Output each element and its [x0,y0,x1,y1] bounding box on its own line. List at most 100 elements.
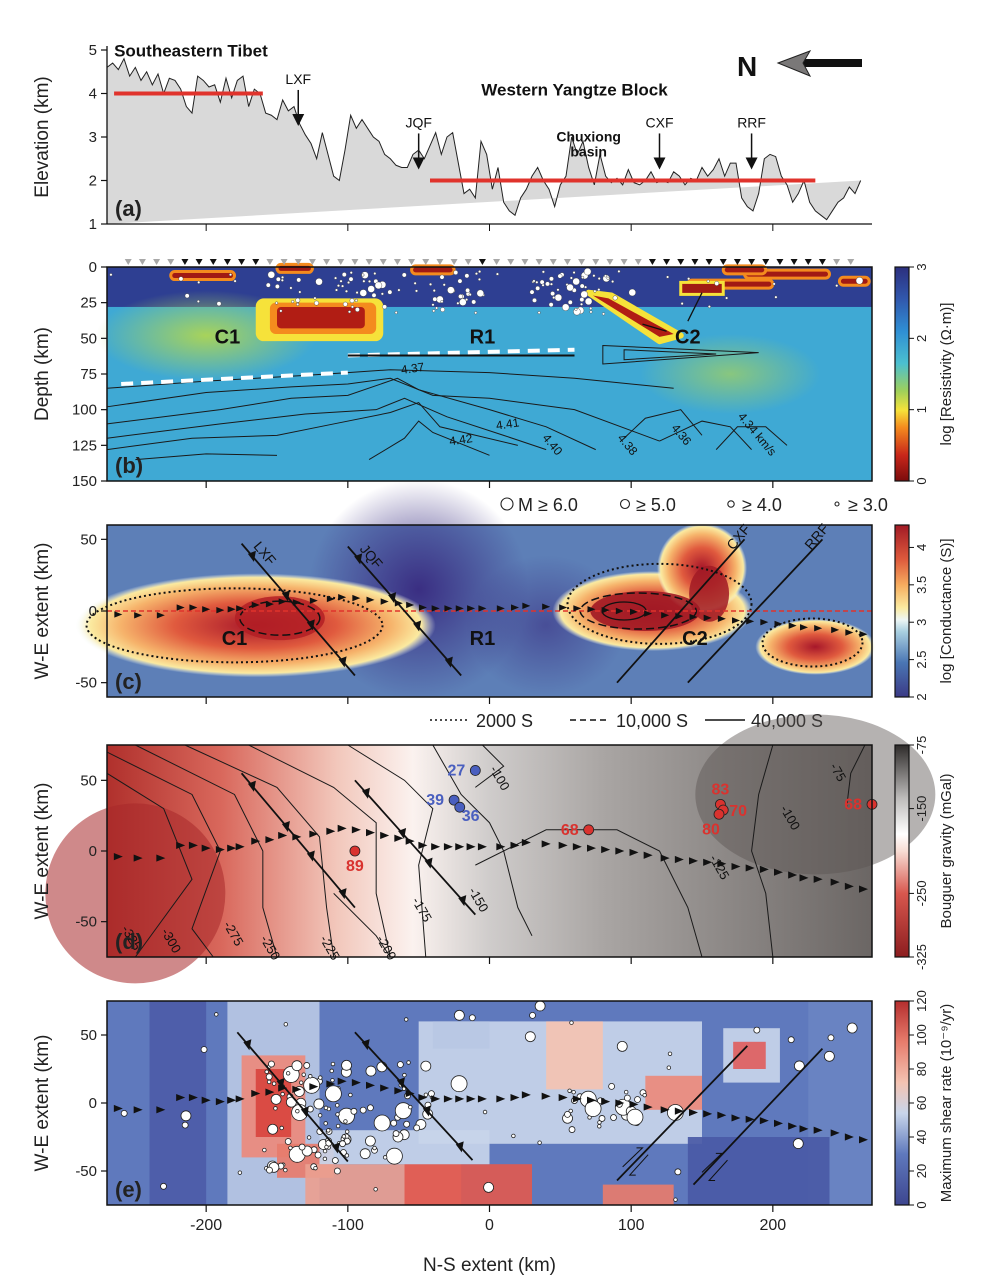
station-marker [496,843,506,851]
colorbar-tick-label: -250 [914,880,929,906]
earthquake-marker [406,1060,411,1065]
station-marker [265,1088,275,1096]
station-marker [326,827,336,835]
shallow-conductor [410,264,456,276]
station-marker [510,841,520,849]
earthquake-marker [330,1078,335,1083]
mt-station-icon [422,259,430,265]
thrust-teeth-icon [422,1105,431,1117]
earthquake-marker [214,1012,219,1017]
earthquake-marker [271,1081,277,1086]
panel-label: (b) [115,453,143,478]
station-marker [366,1081,375,1089]
mt-station-icon [790,259,798,265]
earthquake-marker [120,1109,128,1117]
mt-station-icon [280,259,288,265]
thrust-teeth-icon [281,820,290,832]
y-tick-label: 0 [89,1095,97,1112]
earthquake-marker [431,303,435,307]
earthquake-marker [265,282,271,288]
earthquake-marker [476,289,485,297]
earthquake-marker [318,1075,323,1080]
earthquake-marker [482,1109,488,1115]
y-tick-label: 50 [80,1027,97,1044]
panel-d-bouguer-gravity: -325 -300 -275 -250 -225 -200-175 -150-125-100… [32,714,955,984]
earthquake-marker [673,1197,678,1202]
station-marker [443,1095,453,1103]
earthquake-marker [342,301,348,307]
earthquake-marker [372,1145,377,1151]
earthquake-marker [354,298,358,302]
earthquake-marker [341,272,347,277]
y-tick-label: 4 [89,86,97,103]
thrust-teeth-icon [243,1039,252,1051]
earthquake-marker [301,1072,306,1077]
strike-slip-arrow-icon [622,1147,644,1168]
earthquake-marker [291,1060,303,1072]
mt-station-icon [535,259,543,265]
earthquake-marker [541,270,545,274]
earthquake-marker [567,1088,572,1093]
station-marker [511,604,519,611]
mt-station-icon [464,259,472,265]
earthquake-marker [532,297,537,303]
magnitude-legend-label: M ≥ 6.0 [518,495,578,515]
conductor-c2-core [592,295,674,337]
earthquake-marker [362,279,366,283]
earthquake-marker [680,302,684,306]
earthquake-marker [181,1121,189,1129]
station-marker [745,1115,755,1123]
station-marker [732,617,740,624]
mt-station-icon [578,259,586,265]
thrust-teeth-icon [338,656,347,668]
earthquake-marker [835,284,839,288]
station-marker [227,1096,237,1104]
earthquake-marker [267,1123,279,1135]
earthquake-marker [295,1108,300,1114]
mt-station-icon [252,259,260,265]
earthquake-marker [408,1104,413,1110]
earthquake-marker [315,278,323,286]
gravity-low [45,803,226,984]
y-axis-label: Elevation (km) [32,76,53,197]
fault-trace [240,772,356,909]
colorbar-label: Bouguer gravity (mGal) [938,773,955,928]
y-axis-label: W-E extent (km) [32,543,53,680]
earthquake-marker [281,275,285,279]
fault-trace [692,1047,824,1186]
station-marker [831,626,840,634]
y-tick-label: 25 [80,295,97,312]
station-marker [844,882,854,890]
mt-station-icon [138,259,146,265]
colorbar [894,524,910,698]
earthquake-marker [597,277,601,281]
earthquake-marker [584,297,593,306]
earthquake-marker [184,293,190,299]
earthquake-marker [602,312,606,316]
earthquake-marker [275,276,281,282]
earthquake-marker [626,1108,644,1126]
region-label: Western Yangtze Block [481,81,668,100]
earthquake-marker [308,1074,313,1079]
thrust-teeth-icon [338,888,347,900]
station-marker [541,840,551,848]
mt-station-icon [592,259,600,265]
earthquake-marker [306,1135,312,1140]
station-marker [496,1095,506,1103]
earthquake-marker [324,1144,329,1150]
earthquake-marker [616,1040,628,1052]
thrust-teeth-icon [361,787,370,799]
region-label: Chuxiong [556,128,621,144]
station-marker [800,624,808,631]
station-marker [541,1092,551,1100]
station-marker [366,829,375,837]
earthquake-marker [468,293,472,297]
station-marker [309,1083,319,1091]
station-marker [774,868,783,876]
station-marker [215,845,225,854]
station-marker [133,854,143,862]
colorbar-tick-label: 3.5 [914,576,929,594]
earthquake-marker [529,289,535,295]
earthquake-marker [579,283,585,289]
panel-label: (d) [115,929,143,954]
